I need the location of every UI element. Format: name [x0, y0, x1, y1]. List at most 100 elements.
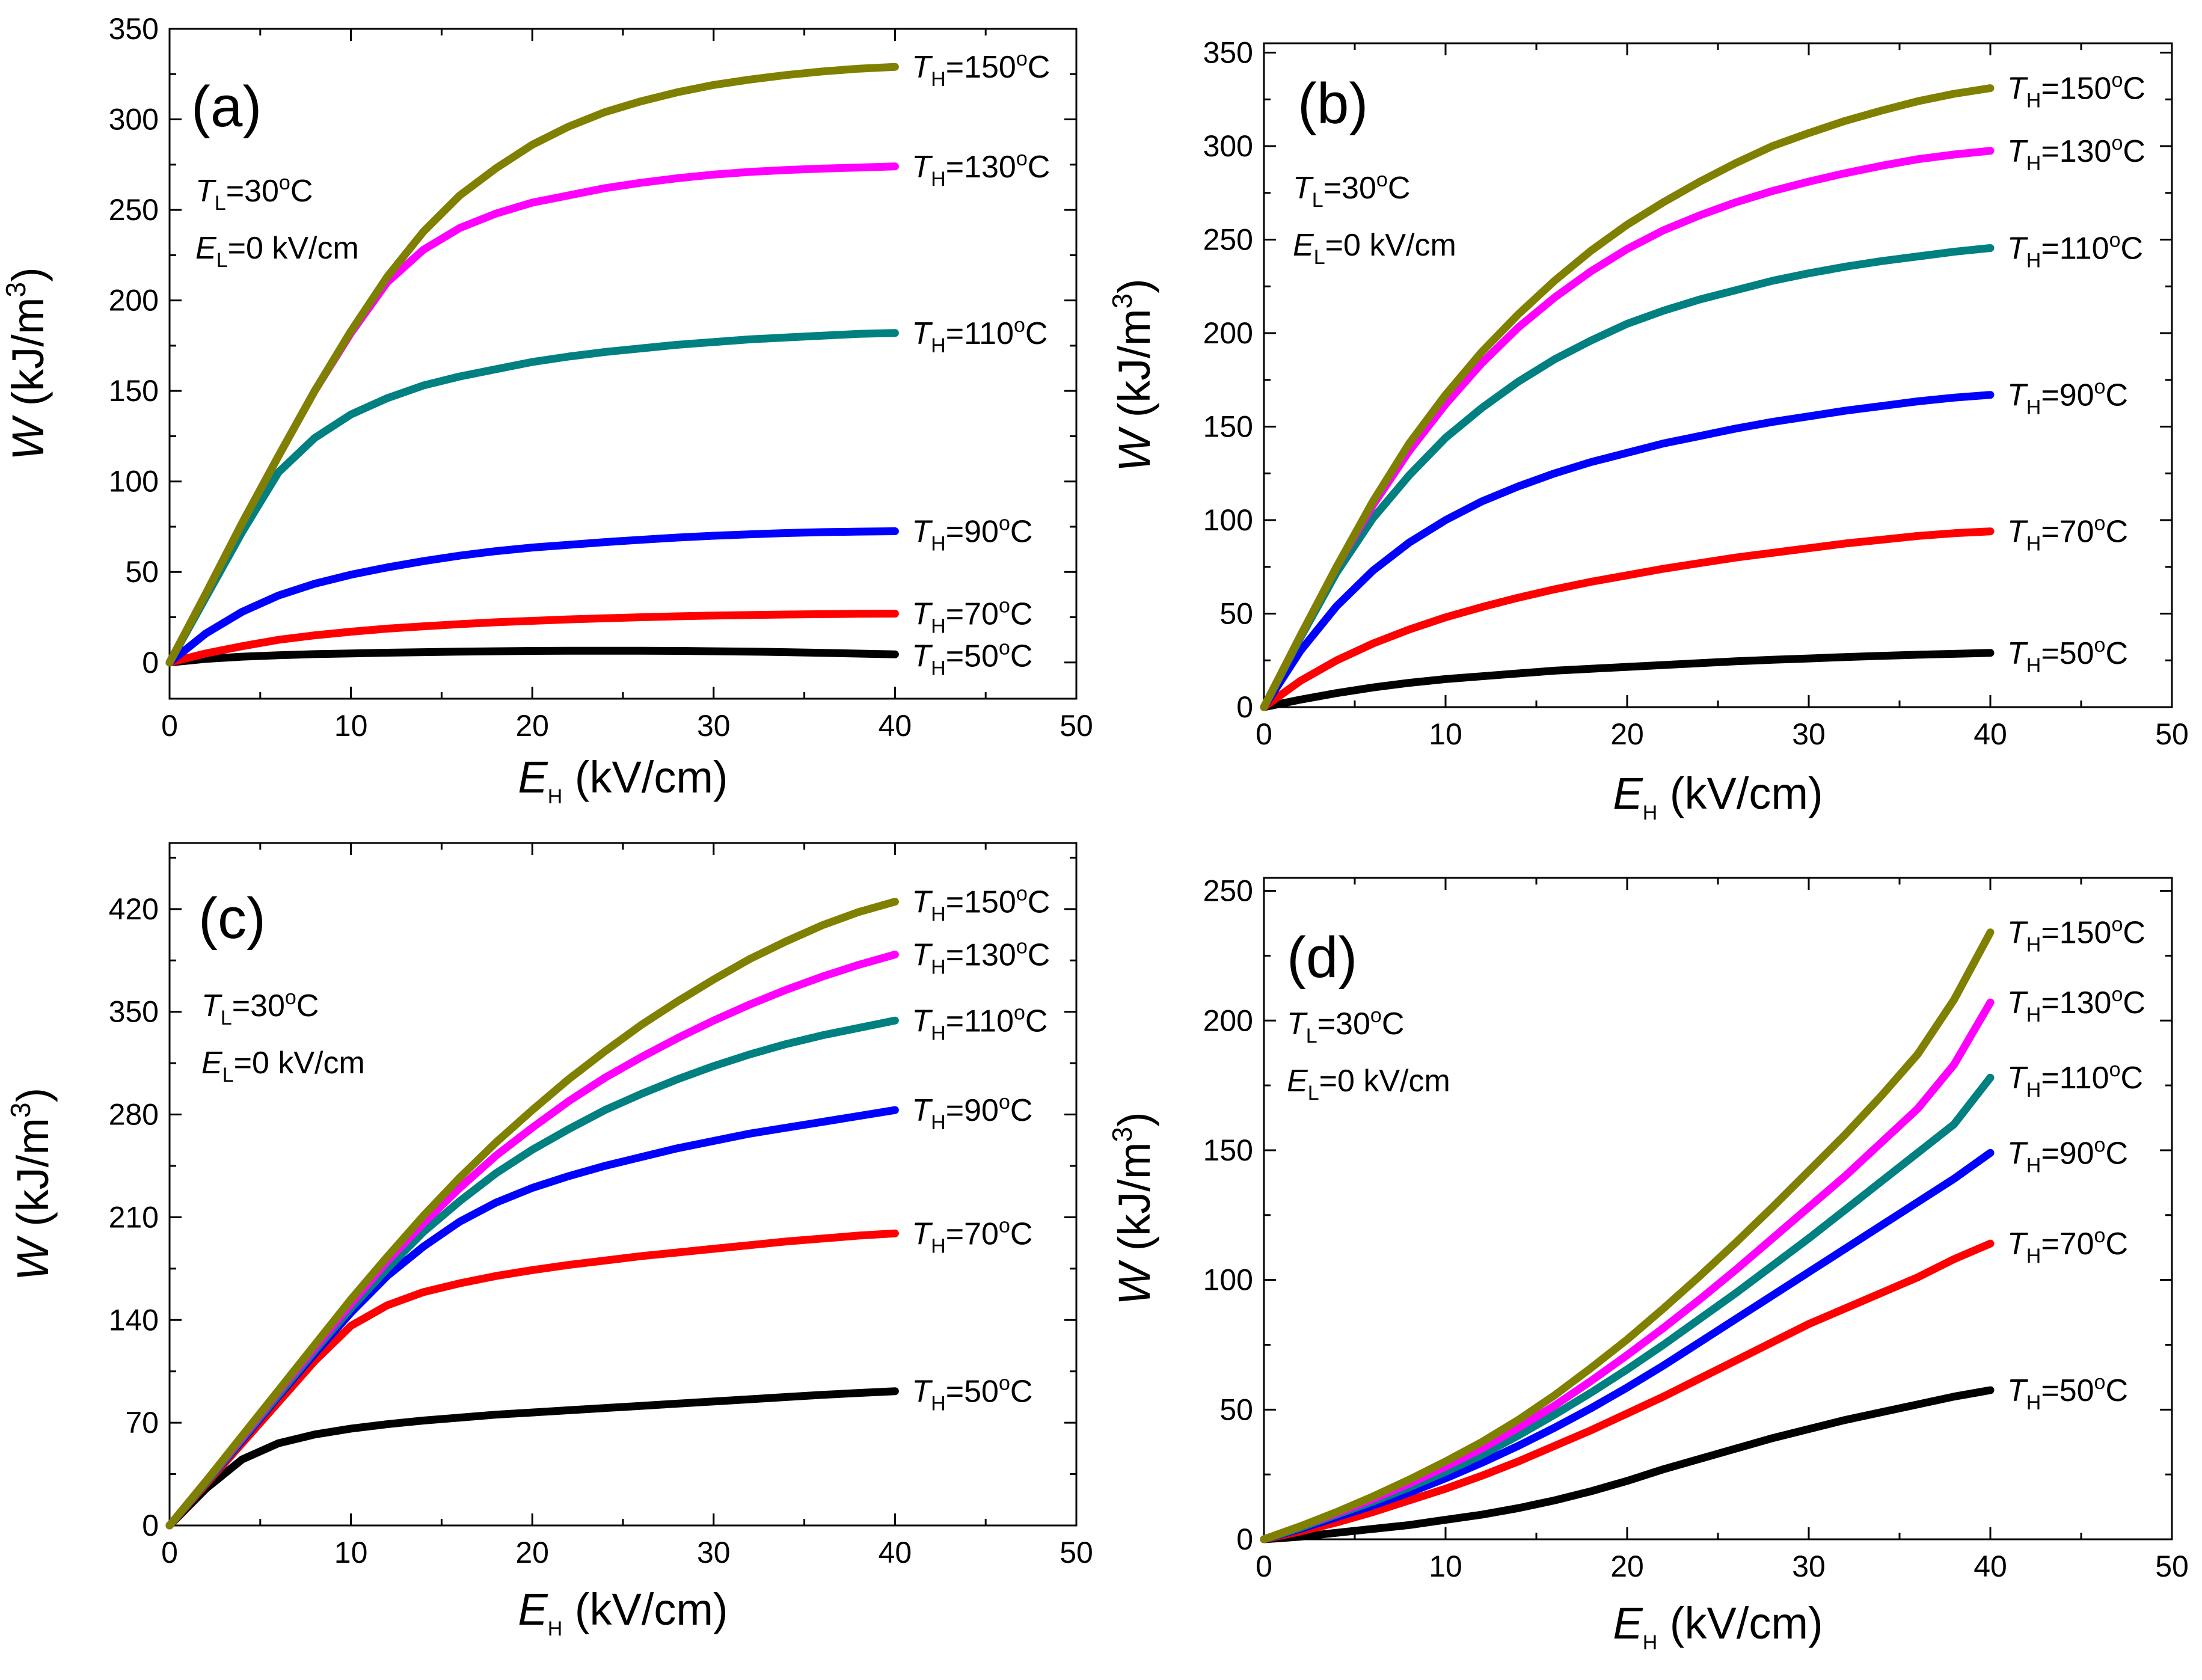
- x-tick-label: 50: [1060, 709, 1093, 743]
- series-label-sub: H: [2026, 1004, 2041, 1026]
- y-tick-label: 210: [109, 1200, 159, 1234]
- series-line-t90: [165, 527, 899, 667]
- series-label-var: T: [912, 1216, 933, 1251]
- series-label-var: T: [912, 639, 933, 673]
- x-axis-title: EH (kV/cm): [1613, 768, 1823, 824]
- series-line-t70: [1260, 527, 1995, 711]
- series-label-value: =50: [946, 1375, 999, 1409]
- y-axis-title-unit: (kJ/m: [8, 1118, 58, 1239]
- series-label-t70: TH=70oC: [2007, 1224, 2128, 1268]
- x-axis-title-var: E: [1613, 1598, 1643, 1648]
- x-tick-label: 0: [161, 709, 178, 743]
- series-label-deg: o: [999, 512, 1010, 535]
- series-label-t130: TH=130oC: [2007, 983, 2145, 1026]
- series-label-unit: C: [1028, 938, 1050, 973]
- annotation-el: EL=0 kV/cm: [201, 1046, 365, 1087]
- x-tick-label: 0: [161, 1536, 178, 1569]
- y-tick-label: 200: [1203, 316, 1253, 350]
- y-tick-label: 0: [142, 1509, 159, 1542]
- series-label-t110: TH=110oC: [912, 1001, 1047, 1044]
- series-label-deg: o: [2111, 132, 2123, 155]
- annotation-tl-unit: C: [296, 989, 319, 1023]
- annotation-tl-val: =30: [1323, 171, 1376, 206]
- y-tick-label: 100: [109, 465, 159, 498]
- series-label-t150: TH=150oC: [912, 48, 1050, 91]
- series-label-sub: H: [2026, 1245, 2041, 1268]
- y-axis-title: W (kJ/m3): [1106, 1112, 1159, 1305]
- series-label-unit: C: [1010, 1375, 1033, 1409]
- series-label-t70: TH=70oC: [912, 594, 1032, 637]
- series-line-t150: [1260, 84, 1995, 711]
- y-axis-title-sup: 3: [1106, 293, 1138, 309]
- series-label-unit: C: [1010, 596, 1033, 631]
- series-label-value: =70: [946, 596, 999, 631]
- y-axis-title: W (kJ/m3): [5, 1088, 58, 1281]
- y-tick-label: 70: [125, 1406, 159, 1439]
- x-tick-label: 20: [1610, 717, 1644, 751]
- annotation-tl: TL=30oC: [1293, 168, 1410, 212]
- series-label-t130: TH=130oC: [912, 147, 1050, 191]
- annotation-el-val: =0 kV/cm: [234, 1046, 365, 1081]
- y-tick-label: 280: [109, 1098, 159, 1132]
- panel-label: (b): [1298, 72, 1368, 136]
- x-tick-label: 0: [1256, 1550, 1272, 1583]
- x-tick-label: 10: [1429, 1550, 1462, 1583]
- y-tick-label: 300: [1203, 129, 1253, 163]
- series-label-unit: C: [2123, 72, 2145, 106]
- series-label-value: =110: [946, 316, 1014, 351]
- series-label-sub: H: [2026, 396, 2041, 419]
- x-tick-label: 20: [515, 709, 549, 743]
- series-label-var: T: [2007, 378, 2028, 413]
- annotation-tl-unit: C: [290, 174, 313, 209]
- series-label-sub: H: [931, 615, 946, 637]
- x-axis-title-sub: H: [1643, 802, 1658, 824]
- x-axis-title-var: E: [1613, 768, 1643, 818]
- annotation-tl-val: =30: [1317, 1007, 1370, 1041]
- series-line-t150: [165, 898, 899, 1530]
- x-tick-label: 30: [1792, 1550, 1826, 1583]
- series-label-var: T: [912, 50, 933, 85]
- x-axis-title-unit: (kV/cm): [1657, 768, 1823, 818]
- y-tick-label: 150: [1203, 410, 1253, 444]
- series-label-deg: o: [1014, 314, 1025, 337]
- y-axis-title-close: ): [3, 267, 53, 282]
- series-line-t50: [165, 1387, 899, 1530]
- series-label-t150: TH=150oC: [2007, 913, 2145, 957]
- annotation-tl-deg: o: [1370, 1004, 1382, 1027]
- series-label-unit: C: [1010, 1216, 1033, 1251]
- series-label-deg: o: [2094, 512, 2106, 535]
- annotation-tl-var: T: [195, 174, 216, 209]
- y-tick-label: 350: [1203, 36, 1253, 70]
- series-label-deg: o: [999, 636, 1010, 659]
- series-label-t90: TH=90oC: [2007, 1133, 2128, 1177]
- y-tick-label: 250: [1203, 874, 1253, 908]
- series-label-sub: H: [2026, 1079, 2041, 1102]
- y-axis-title-unit: (kJ/m: [3, 297, 53, 418]
- y-tick-label: 140: [109, 1303, 159, 1337]
- x-tick-label: 50: [1060, 1536, 1093, 1569]
- y-tick-label: 100: [1203, 1263, 1253, 1297]
- x-tick-label: 50: [2155, 717, 2189, 751]
- y-tick-label: 50: [125, 555, 159, 589]
- series-label-sub: H: [2026, 1154, 2041, 1177]
- series-label-t110: TH=110oC: [912, 314, 1047, 357]
- x-tick-label: 0: [1256, 717, 1272, 751]
- series-line-t110: [165, 329, 899, 667]
- series-label-deg: o: [2094, 1224, 2106, 1247]
- series-label-t110: TH=110oC: [2007, 229, 2143, 272]
- y-axis-title-unit: (kJ/m: [1109, 1142, 1159, 1263]
- annotation-tl-val: =30: [232, 989, 285, 1023]
- y-tick-label: 150: [1203, 1133, 1253, 1167]
- series-label-value: =150: [946, 885, 1016, 920]
- series-label-value: =130: [2041, 986, 2111, 1020]
- y-tick-label: 200: [1203, 1004, 1253, 1037]
- series-label-value: =90: [2041, 1136, 2094, 1171]
- series-label-deg: o: [999, 1372, 1010, 1395]
- x-axis-title-var: E: [518, 752, 548, 802]
- series-label-value: =110: [946, 1004, 1014, 1038]
- series-label-unit: C: [1010, 1093, 1033, 1128]
- series-label-unit: C: [2105, 515, 2128, 550]
- annotation-tl-var: T: [201, 989, 222, 1023]
